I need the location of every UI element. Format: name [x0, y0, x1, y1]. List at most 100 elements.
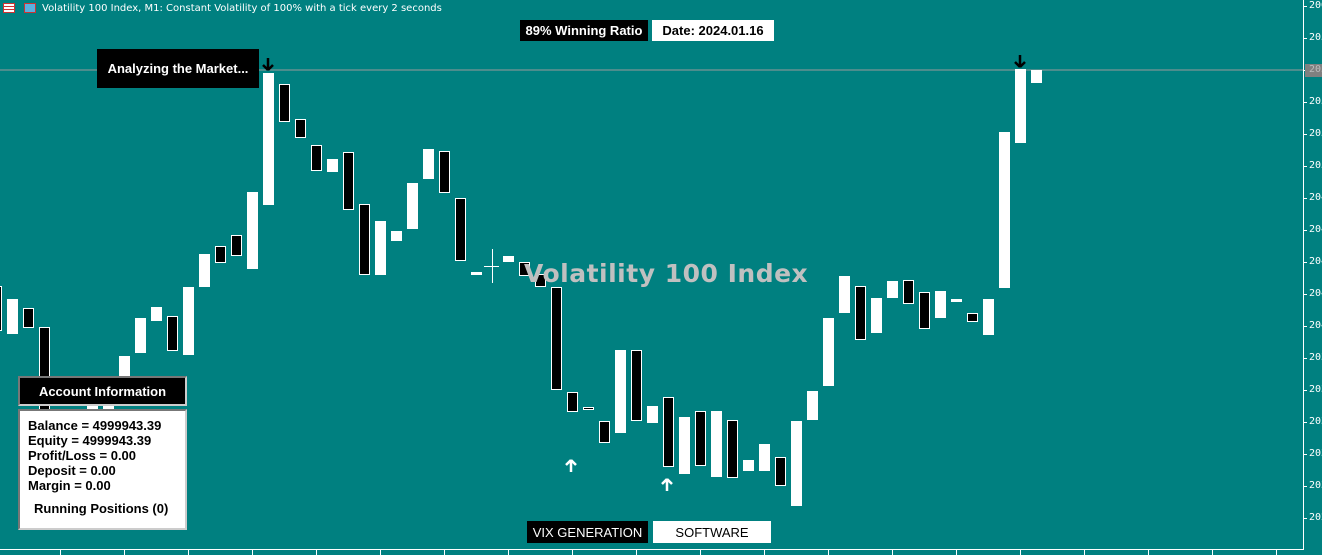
- bearish-candle: [855, 286, 866, 340]
- price-axis-label: 205: [1309, 96, 1322, 107]
- price-axis-label: 204: [1309, 256, 1322, 267]
- bullish-candle: [7, 299, 18, 334]
- bearish-candle: [343, 152, 354, 210]
- bullish-candle: [1015, 69, 1026, 143]
- buy-arrow-icon: [661, 478, 673, 491]
- bullish-candle: [711, 411, 722, 477]
- bearish-candle: [535, 274, 546, 287]
- date-label: Date: 2024.01.16: [652, 20, 774, 41]
- bullish-candle: [407, 183, 418, 229]
- crosshair-cursor: [484, 249, 499, 283]
- bearish-candle: [775, 457, 786, 486]
- account-info-panel: Balance = 4999943.39 Equity = 4999943.39…: [18, 409, 187, 530]
- winning-ratio-label: 89% Winning Ratio: [520, 20, 648, 41]
- bullish-candle: [679, 417, 690, 474]
- price-axis-label: 205: [1309, 160, 1322, 171]
- price-axis-label: 203: [1309, 480, 1322, 491]
- bearish-candle: [919, 292, 930, 329]
- price-axis-label: 203: [1309, 352, 1322, 363]
- bullish-candle: [935, 291, 946, 318]
- bullish-candle: [759, 444, 770, 471]
- bearish-candle: [727, 420, 738, 478]
- account-info-header: Account Information: [18, 376, 187, 406]
- price-axis-label: 206: [1309, 0, 1322, 11]
- bullish-candle: [503, 256, 514, 262]
- bearish-candle: [519, 262, 530, 276]
- profit-loss-text: Profit/Loss = 0.00: [28, 448, 137, 463]
- price-axis-label: 202: [1309, 512, 1322, 523]
- balance-text: Balance = 4999943.39: [28, 418, 162, 433]
- brand-vix-generation: VIX GENERATION: [527, 521, 648, 543]
- bearish-candle: [215, 246, 226, 263]
- sell-arrow-icon: [262, 58, 274, 71]
- bullish-candle: [807, 391, 818, 420]
- bullish-candle: [375, 221, 386, 275]
- bearish-candle: [39, 327, 50, 421]
- bullish-candle: [823, 318, 834, 386]
- bearish-candle: [599, 421, 610, 443]
- bearish-candle: [167, 316, 178, 351]
- bearish-candle: [0, 286, 2, 331]
- bullish-candle: [391, 231, 402, 241]
- bullish-candle: [887, 281, 898, 298]
- bullish-candle: [151, 307, 162, 321]
- price-axis-label: 204: [1309, 288, 1322, 299]
- bearish-candle: [231, 235, 242, 256]
- bullish-candle: [1031, 70, 1042, 83]
- price-axis-label: 205: [1309, 128, 1322, 139]
- price-axis-label: 204: [1309, 224, 1322, 235]
- bearish-candle: [903, 280, 914, 304]
- running-positions-text: Running Positions (0): [34, 501, 169, 516]
- price-axis-label: 204: [1309, 320, 1322, 331]
- bullish-candle: [471, 272, 482, 275]
- deposit-text: Deposit = 0.00: [28, 463, 116, 478]
- symbol-watermark: Volatility 100 Index: [524, 259, 809, 288]
- bullish-candle: [327, 159, 338, 172]
- bullish-candle: [199, 254, 210, 287]
- grid-menu-icon[interactable]: [3, 3, 15, 13]
- bullish-candle: [263, 73, 274, 205]
- margin-text: Margin = 0.00: [28, 478, 111, 493]
- price-axis-label: 203: [1309, 416, 1322, 427]
- analyzing-label: Analyzing the Market...: [97, 49, 259, 88]
- bearish-candle: [295, 119, 306, 138]
- bearish-candle: [23, 308, 34, 328]
- bearish-candle: [583, 407, 594, 410]
- bearish-candle: [455, 198, 466, 261]
- price-axis-label: 205: [1309, 32, 1322, 43]
- bullish-candle: [615, 350, 626, 433]
- bullish-candle: [951, 299, 962, 302]
- bullish-candle: [423, 149, 434, 179]
- bullish-candle: [983, 299, 994, 335]
- save-icon[interactable]: [24, 3, 36, 13]
- buy-arrow-icon: [565, 459, 577, 472]
- bullish-candle: [999, 132, 1010, 288]
- bullish-candle: [743, 460, 754, 471]
- bearish-candle: [439, 151, 450, 193]
- bullish-candle: [791, 421, 802, 506]
- bullish-candle: [135, 318, 146, 353]
- current-price-label-bg: [1305, 64, 1322, 77]
- price-axis-label: 203: [1309, 384, 1322, 395]
- bearish-candle: [551, 287, 562, 390]
- bearish-candle: [967, 313, 978, 322]
- equity-text: Equity = 4999943.39: [28, 433, 152, 448]
- bearish-candle: [567, 392, 578, 412]
- bullish-candle: [647, 406, 658, 423]
- bearish-candle: [695, 411, 706, 466]
- bearish-candle: [663, 397, 674, 467]
- price-axis-label: 204: [1309, 192, 1322, 203]
- bullish-candle: [183, 287, 194, 355]
- bearish-candle: [311, 145, 322, 171]
- bullish-candle: [839, 276, 850, 313]
- current-price-label: 205: [1309, 64, 1322, 75]
- bearish-candle: [631, 350, 642, 421]
- bearish-candle: [359, 204, 370, 275]
- brand-software: SOFTWARE: [653, 521, 771, 543]
- bullish-candle: [247, 192, 258, 269]
- window-title: Volatility 100 Index, M1: Constant Volat…: [42, 2, 442, 14]
- price-axis-label: 203: [1309, 448, 1322, 459]
- bearish-candle: [279, 84, 290, 122]
- bullish-candle: [871, 298, 882, 333]
